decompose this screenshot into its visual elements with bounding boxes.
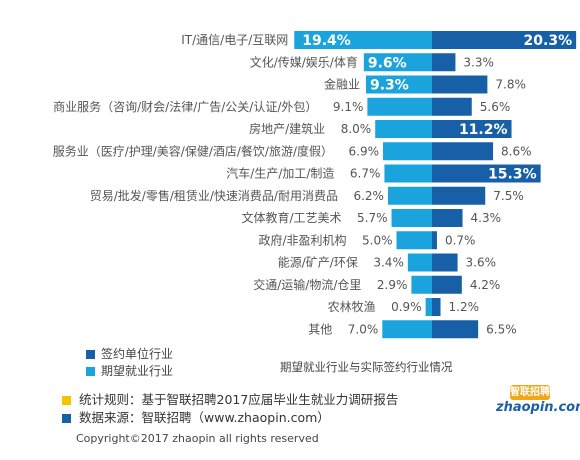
bar-signed (432, 164, 541, 183)
label-signed: 11.2% (459, 122, 508, 138)
bar-signed (432, 186, 486, 205)
label-expected: 6.7% (350, 167, 381, 181)
label-expected: 2.9% (377, 278, 408, 292)
legend-swatch-expected (86, 367, 95, 376)
bar-signed (432, 298, 441, 316)
label-expected: 19.4% (302, 33, 351, 49)
bar-expected (425, 298, 432, 316)
bar-expected (387, 186, 432, 205)
copyright: Copyright©2017 zhaopin all rights reserv… (76, 432, 319, 445)
bar-expected (375, 120, 432, 138)
footer-note-rule-text: 统计规则：基于智联招聘2017应届毕业生就业力调研报告 (79, 392, 399, 407)
category-label: 商业服务（咨询/财会/法律/广告/公关/认证/外包） (53, 99, 317, 114)
bar-signed (432, 31, 577, 49)
label-signed: 15.3% (488, 167, 537, 183)
bar-expected (396, 231, 432, 250)
label-signed: 5.6% (480, 100, 511, 114)
zhaopin-logo: 智联招聘 zhaopin.com (496, 385, 580, 423)
category-label: 汽车/生产/加工/制造 (226, 166, 334, 181)
bar-signed (432, 320, 479, 339)
label-signed: 3.6% (466, 256, 497, 270)
category-label: IT/通信/电子/互联网 (181, 33, 288, 47)
bar-signed (432, 209, 463, 227)
bar-expected (411, 275, 432, 294)
bar-expected (365, 75, 432, 94)
label-expected: 7.0% (348, 322, 379, 336)
bar-signed (432, 75, 488, 94)
category-label: 服务业（医疗/护理/美容/保健/酒店/餐饮/旅游/度假） (53, 143, 333, 158)
label-expected: 0.9% (391, 300, 422, 314)
category-label: 交通/运输/物流/仓里 (253, 277, 361, 292)
blue-square-icon (62, 414, 71, 423)
bar-expected (294, 31, 432, 49)
logo-word: zhaopin.com (496, 400, 580, 415)
label-signed: 3.3% (463, 55, 494, 69)
bar-expected (382, 320, 432, 339)
legend-label-signed: 签约单位行业 (101, 347, 174, 361)
bar-expected (383, 142, 432, 161)
bar-signed (432, 231, 437, 250)
bar-chart: 19.4% IT/通信/电子/互联网 20.3% 9.6% 文化/传媒/娱乐/体育 3.3… (53, 31, 577, 339)
label-expected: 3.4% (373, 256, 404, 270)
category-label: 文体教育/工艺美术 (241, 210, 341, 225)
chart-title: 期望就业行业与实际签约行业情况 (280, 360, 453, 374)
logo-mark: 智联招聘 (510, 385, 550, 400)
bar-expected (391, 209, 432, 227)
label-signed: 4.2% (470, 278, 501, 292)
bar-expected (384, 164, 432, 183)
bar-expected (407, 253, 432, 272)
yellow-square-icon (62, 396, 71, 405)
footer-note-rule: 统计规则：基于智联招聘2017应届毕业生就业力调研报告 (62, 389, 398, 408)
category-label: 文化/传媒/娱乐/体育 (250, 54, 358, 69)
bar-signed (432, 253, 458, 272)
label-signed: 4.3% (471, 211, 502, 225)
label-signed: 7.8% (495, 78, 526, 92)
legend-swatch-signed (86, 350, 95, 359)
label-signed: 7.5% (493, 189, 524, 203)
legend-label-expected: 期望就业行业 (101, 364, 174, 378)
category-label: 其他 (308, 322, 332, 336)
legend-item-signed: 签约单位行业 (86, 345, 173, 362)
category-label: 金融业 (324, 77, 360, 92)
label-expected: 6.9% (349, 144, 380, 158)
bar-signed (432, 275, 462, 294)
bar-expected (367, 97, 432, 116)
bar-signed (432, 97, 472, 116)
category-label: 能源/矿产/环保 (278, 256, 358, 270)
footer-note-source: 数据来源：智联招聘（www.zhaopin.com） (62, 407, 330, 426)
label-expected: 9.3% (370, 78, 409, 94)
category-label: 政府/非盈利机构 (258, 232, 346, 247)
label-expected: 6.2% (353, 189, 384, 203)
category-label: 房地产/建筑业 (249, 121, 325, 136)
label-expected: 5.0% (362, 233, 393, 247)
category-label: 农林牧渔 (328, 300, 376, 314)
label-expected: 9.1% (333, 100, 364, 114)
label-signed: 8.6% (501, 144, 532, 158)
bar-signed (432, 142, 494, 161)
label-expected: 9.6% (368, 55, 407, 71)
label-expected: 8.0% (341, 122, 372, 136)
bar-expected (363, 53, 432, 72)
label-signed: 6.5% (486, 322, 517, 336)
label-signed: 20.3% (524, 33, 573, 49)
label-signed: 1.2% (449, 300, 480, 314)
bar-signed (432, 53, 456, 72)
bar-signed (432, 120, 512, 138)
legend-item-expected: 期望就业行业 (86, 362, 173, 379)
category-label: 贸易/批发/零售/租赁业/快速消费品/耐用消费品 (90, 188, 338, 203)
label-signed: 0.7% (445, 233, 476, 247)
footer-note-source-text: 数据来源：智联招聘（www.zhaopin.com） (79, 410, 330, 425)
label-expected: 5.7% (357, 211, 388, 225)
